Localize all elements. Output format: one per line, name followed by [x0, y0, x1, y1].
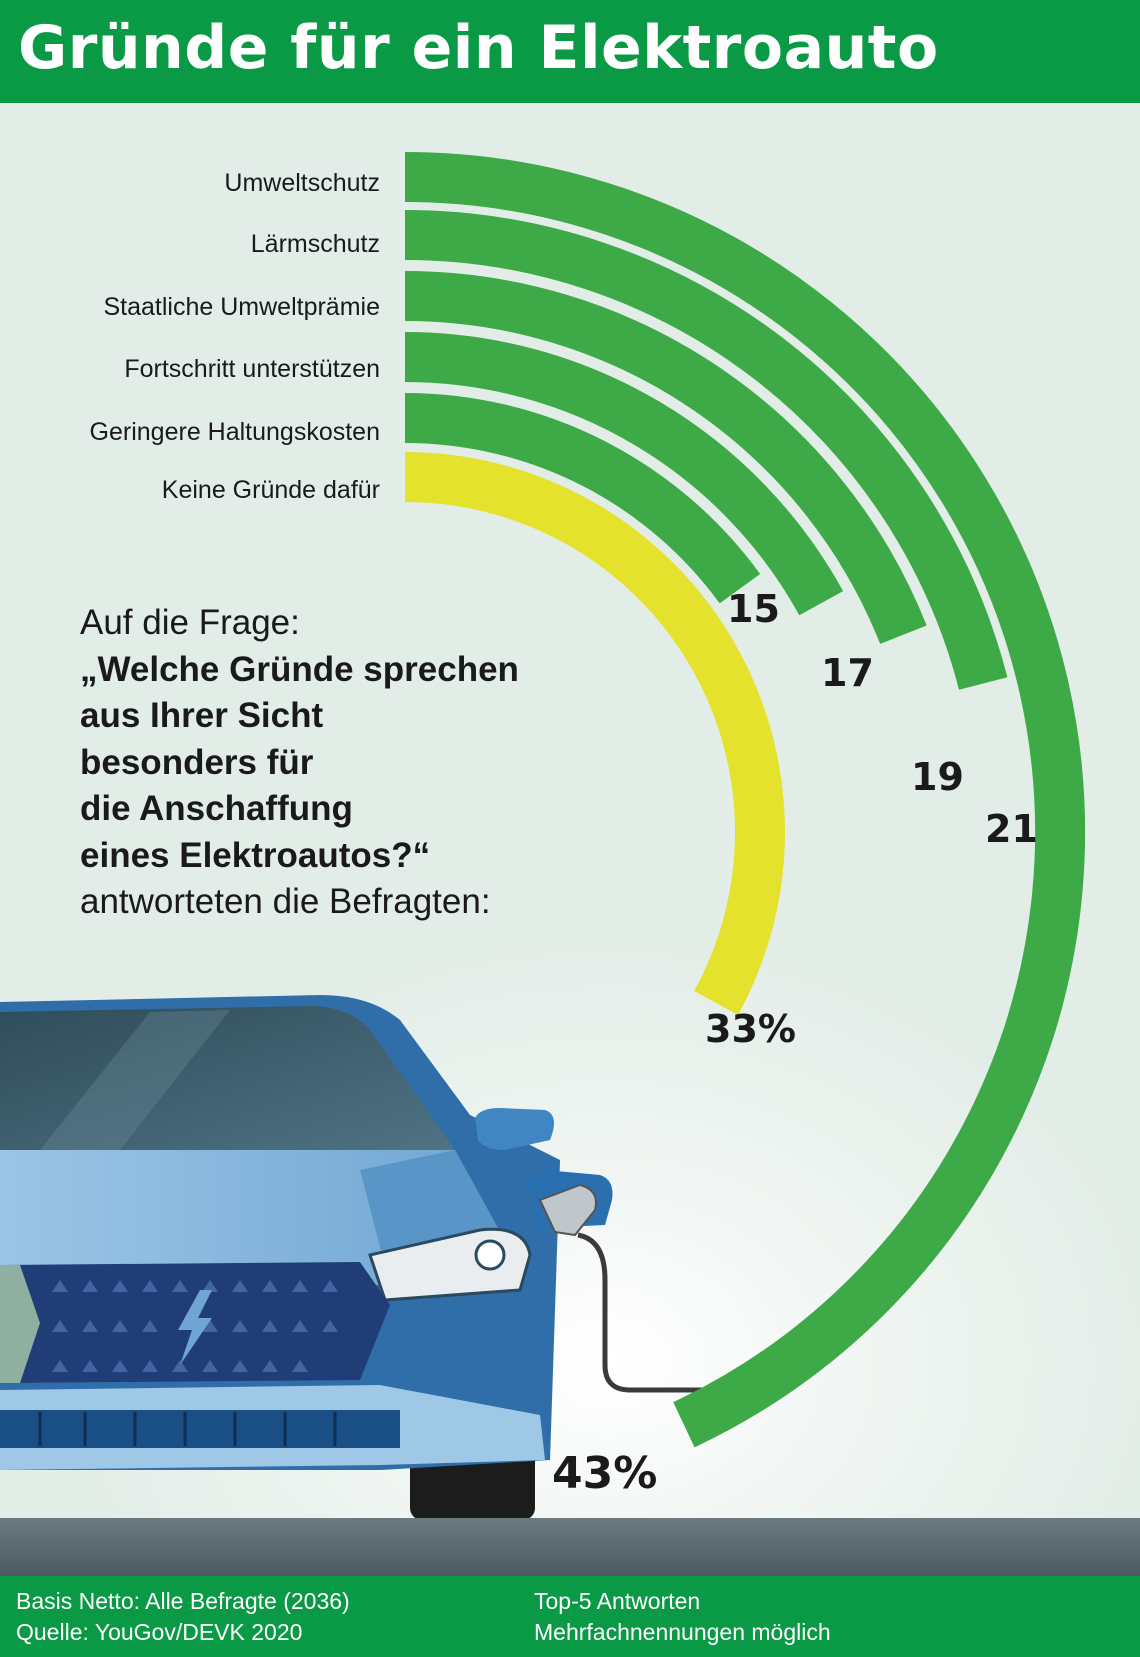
category-label-haltungskosten: Geringere Haltungskosten: [89, 418, 380, 446]
value-label-haltungskosten: 15: [727, 587, 780, 631]
value-label-umweltschutz: 43%: [552, 1448, 658, 1499]
category-label-umweltschutz: Umweltschutz: [224, 169, 380, 197]
footer-note-mehrfach: Mehrfachnennungen möglich: [534, 1619, 831, 1645]
bar-umweltschutz: [404, 152, 1086, 1448]
value-label-fortschritt: 17: [821, 651, 874, 695]
question-intro: Auf die Frage:: [80, 603, 300, 642]
question-quote: „Welche Gründe sprechen aus Ihrer Sicht …: [80, 649, 519, 875]
footer-note-top5: Top-5 Antworten: [534, 1588, 701, 1614]
bar-fortschritt: [404, 332, 844, 616]
question-outro: antworteten die Befragten:: [80, 882, 491, 921]
footer-basis: Basis Netto: Alle Befragte (2036): [16, 1588, 350, 1614]
lightning-bolt-icon: [178, 1290, 212, 1365]
bar-keine-gruende: [404, 452, 785, 1016]
category-label-umweltpraemie: Staatliche Umweltprämie: [103, 293, 381, 321]
category-label-laermschutz: Lärmschutz: [250, 230, 380, 258]
footer-bar: Basis Netto: Alle Befragte (2036) Quelle…: [0, 1576, 1140, 1657]
question-text: Auf die Frage: „Welche Gründe sprechen a…: [80, 600, 600, 926]
page-title: Gründe für ein Elektroauto: [18, 13, 939, 83]
bar-haltungskosten: [404, 393, 761, 604]
road: [0, 1518, 1140, 1576]
bar-umweltpraemie: [404, 271, 927, 644]
footer-source: Quelle: YouGov/DEVK 2020: [16, 1619, 303, 1645]
category-label-fortschritt: Fortschritt unterstützen: [124, 355, 380, 383]
value-label-laermschutz: 21: [985, 807, 1038, 851]
bar-laermschutz: [404, 210, 1008, 690]
header-bar: Gründe für ein Elektroauto: [0, 0, 1140, 103]
value-label-keine-gruende: 33%: [705, 1007, 796, 1051]
category-label-keine-gruende: Keine Gründe dafür: [161, 476, 380, 504]
value-label-umweltpraemie: 19: [911, 755, 964, 799]
